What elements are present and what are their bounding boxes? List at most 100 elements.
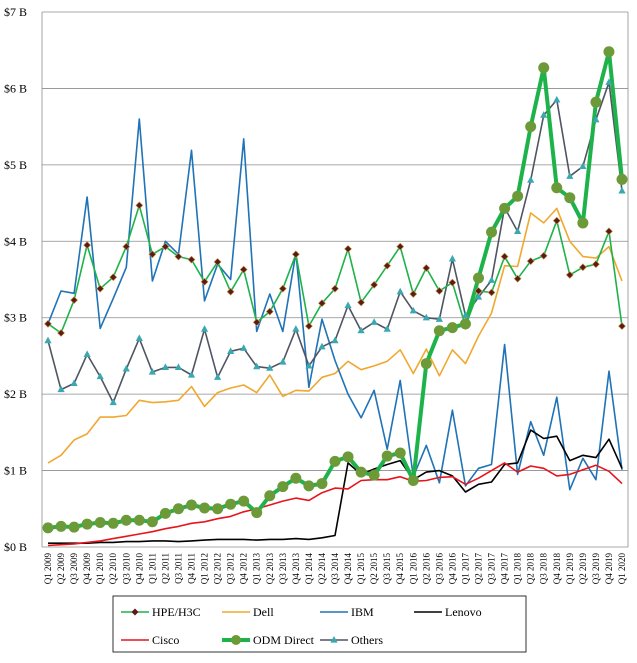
point-others (187, 371, 196, 378)
point-others (527, 176, 535, 183)
point-odm-direct (107, 517, 119, 529)
point-odm-direct (355, 466, 367, 478)
series-line-lenovo (48, 429, 623, 545)
point-odm-direct (590, 96, 602, 108)
point-hpe-h3c (357, 298, 366, 307)
point-odm-direct (394, 447, 406, 459)
point-hpe-h3c (135, 201, 144, 210)
point-odm-direct (368, 469, 380, 481)
point-hpe-h3c (44, 319, 52, 328)
point-odm-direct (538, 62, 550, 74)
point-hpe-h3c (96, 284, 105, 293)
x-tick-label: Q3 2018 (539, 553, 549, 585)
y-tick-label: $4 B (4, 234, 27, 248)
x-tick-label: Q3 2011 (173, 553, 183, 584)
x-tick-label: Q3 2012 (226, 553, 236, 584)
point-hpe-h3c (605, 227, 613, 236)
point-hpe-h3c (500, 252, 509, 261)
x-tick-label: Q3 2014 (330, 553, 340, 585)
x-tick-label: Q4 2010 (134, 553, 144, 585)
x-tick-label: Q3 2017 (487, 553, 497, 585)
point-odm-direct (146, 516, 158, 528)
point-hpe-h3c (344, 245, 352, 253)
point-hpe-h3c (304, 322, 313, 331)
point-hpe-h3c (252, 318, 261, 327)
point-odm-direct (277, 481, 289, 493)
point-hpe-h3c (396, 242, 405, 251)
point-others (461, 311, 470, 319)
point-odm-direct (238, 495, 250, 507)
point-hpe-h3c (552, 216, 561, 225)
point-hpe-h3c (161, 242, 170, 251)
point-hpe-h3c (578, 263, 587, 272)
point-others (44, 336, 52, 344)
point-others (474, 293, 483, 300)
point-others (253, 362, 261, 370)
point-odm-direct (225, 498, 237, 510)
point-others (266, 364, 274, 371)
point-hpe-h3c (487, 288, 496, 297)
x-tick-label: Q1 2014 (304, 553, 314, 585)
x-tick-label: Q1 2015 (356, 553, 366, 585)
point-odm-direct (603, 46, 615, 58)
point-hpe-h3c (435, 287, 444, 295)
point-odm-direct (446, 322, 458, 334)
legend-label-lenovo: Lenovo (445, 605, 482, 619)
point-odm-direct (133, 514, 145, 526)
x-tick-label: Q2 2018 (526, 553, 536, 585)
point-others (70, 379, 78, 387)
point-hpe-h3c (83, 241, 92, 250)
legend-label-hpe-h3c: HPE/H3C (152, 605, 201, 619)
point-hpe-h3c (513, 274, 522, 283)
x-tick-label: Q1 2009 (43, 553, 53, 585)
x-tick-label: Q1 2017 (460, 553, 470, 585)
point-hpe-h3c (70, 296, 79, 305)
point-odm-direct (303, 480, 315, 492)
x-tick-label: Q2 2014 (317, 553, 327, 585)
point-odm-direct (433, 325, 445, 337)
x-tick-label: Q4 2015 (395, 553, 405, 585)
legend-label-cisco: Cisco (152, 633, 179, 647)
point-others (487, 276, 496, 283)
point-hpe-h3c (526, 257, 535, 266)
x-tick-label: Q2 2010 (108, 553, 118, 585)
point-hpe-h3c (409, 290, 418, 298)
x-tick-label: Q4 2013 (291, 553, 301, 585)
point-odm-direct (486, 226, 498, 238)
point-hpe-h3c (213, 257, 222, 266)
point-others (318, 342, 326, 350)
point-hpe-h3c (474, 287, 483, 295)
x-tick-label: Q3 2009 (69, 553, 79, 585)
point-hpe-h3c (291, 250, 300, 259)
legend: HPE/H3C Dell IBM Lenovo Cisco ODM Direct Other… (112, 595, 527, 653)
point-hpe-h3c (448, 278, 457, 287)
legend-label-odm-direct: ODM Direct (253, 633, 315, 647)
point-hpe-h3c (57, 329, 65, 337)
point-hpe-h3c (278, 284, 287, 293)
point-others (122, 364, 130, 372)
point-hpe-h3c (565, 270, 574, 279)
point-odm-direct (316, 478, 328, 490)
x-axis-tick-labels: Q1 2009 Q2 2009 Q3 2009 Q4 2009 Q1 2010 Q2 20… (43, 553, 627, 585)
point-hpe-h3c (187, 255, 196, 264)
point-hpe-h3c (422, 264, 431, 272)
point-hpe-h3c (122, 242, 131, 251)
point-hpe-h3c (226, 287, 235, 296)
point-hpe-h3c (239, 265, 248, 274)
x-tick-label: Q1 2016 (408, 553, 418, 585)
point-others (227, 347, 235, 354)
legend-box (112, 595, 527, 653)
legend-label-dell: Dell (253, 605, 274, 619)
y-tick-label: $2 B (4, 387, 27, 401)
point-hpe-h3c (539, 251, 548, 260)
point-others (200, 325, 209, 332)
x-tick-label: Q4 2017 (500, 553, 510, 585)
point-others (109, 398, 117, 406)
point-odm-direct (551, 182, 563, 194)
point-odm-direct (159, 507, 171, 519)
x-tick-label: Q4 2019 (604, 553, 614, 585)
x-tick-label: Q1 2010 (95, 553, 105, 585)
legend-marker-odm-direct (231, 635, 241, 645)
point-hpe-h3c (618, 322, 626, 331)
